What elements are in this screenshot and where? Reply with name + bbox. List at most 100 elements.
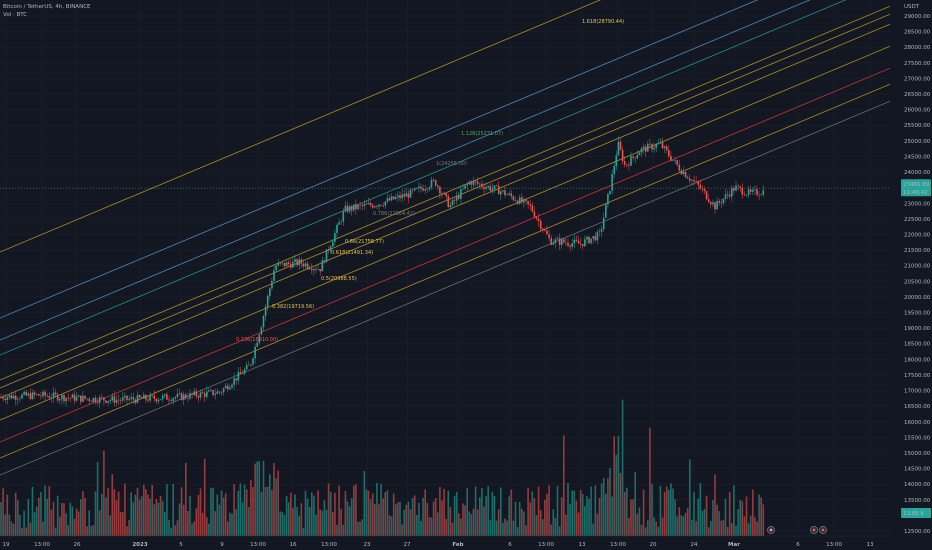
volume-bar — [369, 499, 372, 536]
candle-body — [518, 197, 521, 204]
candle-body — [252, 358, 254, 365]
volume-bar — [508, 496, 510, 536]
volume-bar — [430, 517, 433, 536]
candle-body — [584, 239, 586, 247]
volume-bar — [134, 494, 137, 536]
volume-bar — [565, 515, 567, 536]
volume-bar — [187, 510, 189, 536]
volume-bar — [189, 495, 191, 536]
candle-body — [214, 393, 216, 395]
candle-body — [147, 399, 149, 401]
candle-body — [640, 148, 643, 153]
volume-bar — [665, 486, 668, 536]
volume-bar — [239, 483, 242, 536]
candle-body — [65, 397, 67, 402]
volume-bar — [586, 495, 588, 536]
event-icon[interactable] — [767, 526, 775, 534]
fib-channel-lines[interactable] — [0, 0, 891, 476]
volume-bar — [510, 489, 513, 536]
volume-bar — [132, 502, 135, 536]
price-axis-tick: 26500.00 — [904, 92, 931, 98]
candle-body — [344, 205, 347, 212]
event-markers[interactable] — [767, 526, 827, 534]
volume-bar — [285, 496, 288, 536]
volume-bar — [182, 504, 185, 536]
volume-bar — [474, 486, 477, 536]
candle-body — [525, 199, 527, 201]
volume-bar — [546, 493, 548, 536]
candle-body — [434, 179, 437, 186]
candle-body — [605, 204, 607, 218]
candle-body — [298, 259, 300, 266]
volume-bar — [476, 509, 479, 536]
symbol-legend[interactable]: Bitcoin / TetherUS, 4h, BINANCE — [3, 4, 91, 10]
candle-body — [0, 396, 2, 398]
volume-bar — [67, 525, 69, 536]
fib-label: 1(24255.00) — [436, 161, 467, 167]
volume-bar — [514, 501, 517, 536]
candle-body — [661, 142, 664, 149]
volume-bar — [292, 507, 294, 536]
volume-legend[interactable]: Vol · BTC — [3, 12, 28, 18]
volume-bar — [224, 493, 227, 536]
volume-bar — [170, 527, 172, 536]
volume-bar — [174, 525, 177, 536]
price-axis-tick: 18000.00 — [904, 357, 931, 363]
candle-body — [365, 204, 368, 205]
candle-body — [340, 221, 342, 223]
volume-bar — [138, 499, 141, 536]
candle-body — [40, 395, 42, 397]
volume-bar — [647, 520, 649, 536]
candle-body — [220, 392, 223, 393]
event-icon — [769, 528, 773, 532]
volume-bar — [48, 486, 51, 536]
volume-bar — [420, 520, 422, 536]
price-axis-tick: 16500.00 — [904, 404, 931, 410]
candle-body — [542, 228, 544, 231]
candle-body — [262, 316, 265, 328]
volume-bar — [632, 499, 634, 536]
candle-body — [281, 262, 284, 264]
volume-bar — [686, 507, 689, 536]
volume-bar — [256, 461, 258, 536]
candle-body — [2, 396, 4, 399]
candle-body — [382, 205, 384, 207]
candle-body — [69, 397, 72, 399]
event-icon[interactable] — [810, 526, 818, 534]
volume-bar — [231, 513, 233, 536]
candle-body — [115, 399, 118, 403]
volume-bar — [220, 490, 223, 536]
volume-bar — [676, 516, 678, 536]
volume-bar — [422, 497, 424, 536]
volume-bar — [642, 489, 645, 536]
candle-body — [201, 392, 204, 394]
volume-bar — [636, 513, 639, 536]
volume-bar — [552, 509, 555, 536]
volume-bar — [437, 512, 439, 536]
candle-body — [86, 398, 88, 400]
volume-bar — [630, 499, 632, 536]
volume-bar — [363, 471, 366, 536]
volume-bar — [29, 522, 32, 536]
volume-bar — [63, 503, 65, 536]
candle-body — [705, 191, 708, 200]
volume-bar — [180, 487, 183, 536]
candle-body — [586, 236, 588, 240]
candle-body — [348, 206, 351, 212]
candle-body — [327, 249, 330, 251]
time-axis-tick: Mar — [728, 542, 740, 548]
volume-bar — [300, 503, 303, 536]
candle-body — [292, 261, 294, 268]
candle-body — [384, 201, 387, 206]
candle-body — [350, 206, 353, 211]
event-icon[interactable] — [819, 526, 827, 534]
volume-bar — [117, 491, 120, 536]
time-axis[interactable]: 19 13:00 26 2023 5 9 13:00 16 13:00 23 27 Feb 6 13:00… — [0, 535, 890, 548]
volume-bar — [380, 483, 382, 536]
candle-body — [308, 268, 311, 269]
volume-bar — [258, 461, 261, 536]
volume-bar — [405, 504, 408, 536]
volume-bar — [710, 520, 712, 536]
